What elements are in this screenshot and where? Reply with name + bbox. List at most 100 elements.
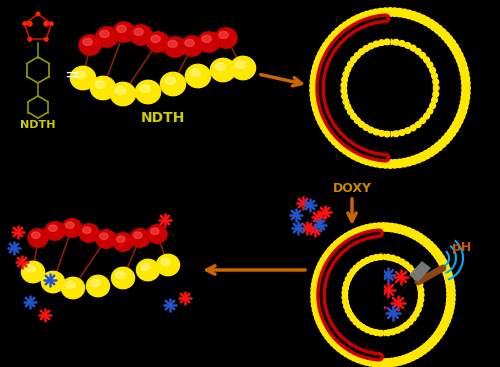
Circle shape (354, 153, 362, 161)
Circle shape (320, 122, 328, 130)
Circle shape (312, 103, 320, 111)
Circle shape (430, 68, 436, 73)
Circle shape (345, 104, 351, 110)
Circle shape (399, 41, 405, 47)
Circle shape (331, 31, 340, 39)
Circle shape (338, 143, 346, 152)
Circle shape (350, 352, 358, 361)
Circle shape (327, 35, 336, 44)
Circle shape (336, 343, 344, 352)
Circle shape (350, 269, 356, 275)
Circle shape (350, 17, 358, 25)
Circle shape (310, 95, 319, 104)
Circle shape (344, 302, 349, 308)
Circle shape (310, 84, 318, 92)
Circle shape (347, 62, 353, 68)
Circle shape (338, 142, 346, 151)
Circle shape (418, 15, 426, 23)
Circle shape (394, 257, 400, 263)
Circle shape (318, 50, 326, 58)
Circle shape (312, 304, 320, 312)
Ellipse shape (236, 61, 246, 69)
Circle shape (314, 268, 323, 277)
Circle shape (418, 153, 426, 161)
Circle shape (434, 331, 442, 339)
Circle shape (444, 35, 453, 44)
Circle shape (454, 116, 463, 124)
Circle shape (320, 325, 328, 333)
Circle shape (383, 359, 392, 367)
Circle shape (427, 62, 433, 68)
Circle shape (390, 329, 396, 335)
Ellipse shape (100, 233, 108, 239)
Circle shape (344, 282, 349, 288)
Circle shape (418, 292, 424, 298)
Circle shape (350, 229, 359, 237)
Circle shape (327, 132, 336, 141)
Circle shape (311, 289, 319, 297)
Circle shape (358, 356, 366, 364)
Circle shape (346, 231, 355, 239)
Circle shape (442, 266, 450, 274)
Circle shape (363, 46, 369, 52)
Circle shape (363, 11, 371, 20)
Circle shape (436, 327, 444, 336)
Circle shape (350, 229, 358, 238)
Circle shape (362, 357, 370, 365)
Circle shape (334, 28, 342, 37)
Circle shape (356, 322, 362, 328)
Circle shape (324, 250, 333, 258)
Circle shape (430, 145, 439, 154)
Circle shape (378, 254, 384, 260)
Ellipse shape (22, 261, 44, 283)
Circle shape (380, 330, 386, 336)
Circle shape (358, 226, 366, 235)
Circle shape (380, 254, 386, 260)
Circle shape (314, 60, 322, 69)
Circle shape (379, 359, 387, 367)
Ellipse shape (216, 63, 226, 70)
Text: =: = (64, 66, 80, 84)
Circle shape (381, 8, 390, 17)
Ellipse shape (48, 225, 57, 232)
Circle shape (446, 299, 454, 308)
Ellipse shape (136, 80, 160, 104)
Circle shape (322, 43, 330, 51)
Circle shape (318, 262, 326, 270)
Circle shape (350, 353, 359, 361)
Circle shape (372, 9, 380, 18)
Ellipse shape (210, 58, 236, 82)
Circle shape (310, 72, 319, 80)
Circle shape (396, 357, 404, 365)
Circle shape (334, 139, 342, 148)
Ellipse shape (28, 229, 48, 247)
Circle shape (327, 247, 336, 255)
Ellipse shape (96, 230, 116, 248)
Circle shape (315, 56, 324, 64)
Circle shape (385, 330, 391, 336)
Circle shape (332, 241, 340, 250)
Circle shape (387, 131, 393, 137)
Circle shape (462, 84, 470, 92)
Circle shape (353, 319, 359, 325)
Circle shape (375, 41, 381, 47)
Circle shape (376, 159, 384, 168)
Circle shape (350, 57, 356, 63)
Circle shape (311, 98, 320, 106)
Wedge shape (348, 46, 390, 130)
Circle shape (424, 57, 430, 63)
Circle shape (422, 17, 431, 26)
Circle shape (36, 12, 40, 16)
Circle shape (452, 120, 461, 129)
Circle shape (354, 228, 362, 236)
Circle shape (350, 315, 356, 321)
Ellipse shape (96, 81, 106, 88)
Circle shape (412, 231, 420, 240)
Circle shape (399, 325, 405, 331)
Circle shape (372, 159, 380, 167)
Ellipse shape (117, 25, 126, 33)
Circle shape (341, 82, 347, 88)
Circle shape (381, 131, 387, 137)
Circle shape (362, 225, 370, 233)
Circle shape (363, 124, 369, 130)
